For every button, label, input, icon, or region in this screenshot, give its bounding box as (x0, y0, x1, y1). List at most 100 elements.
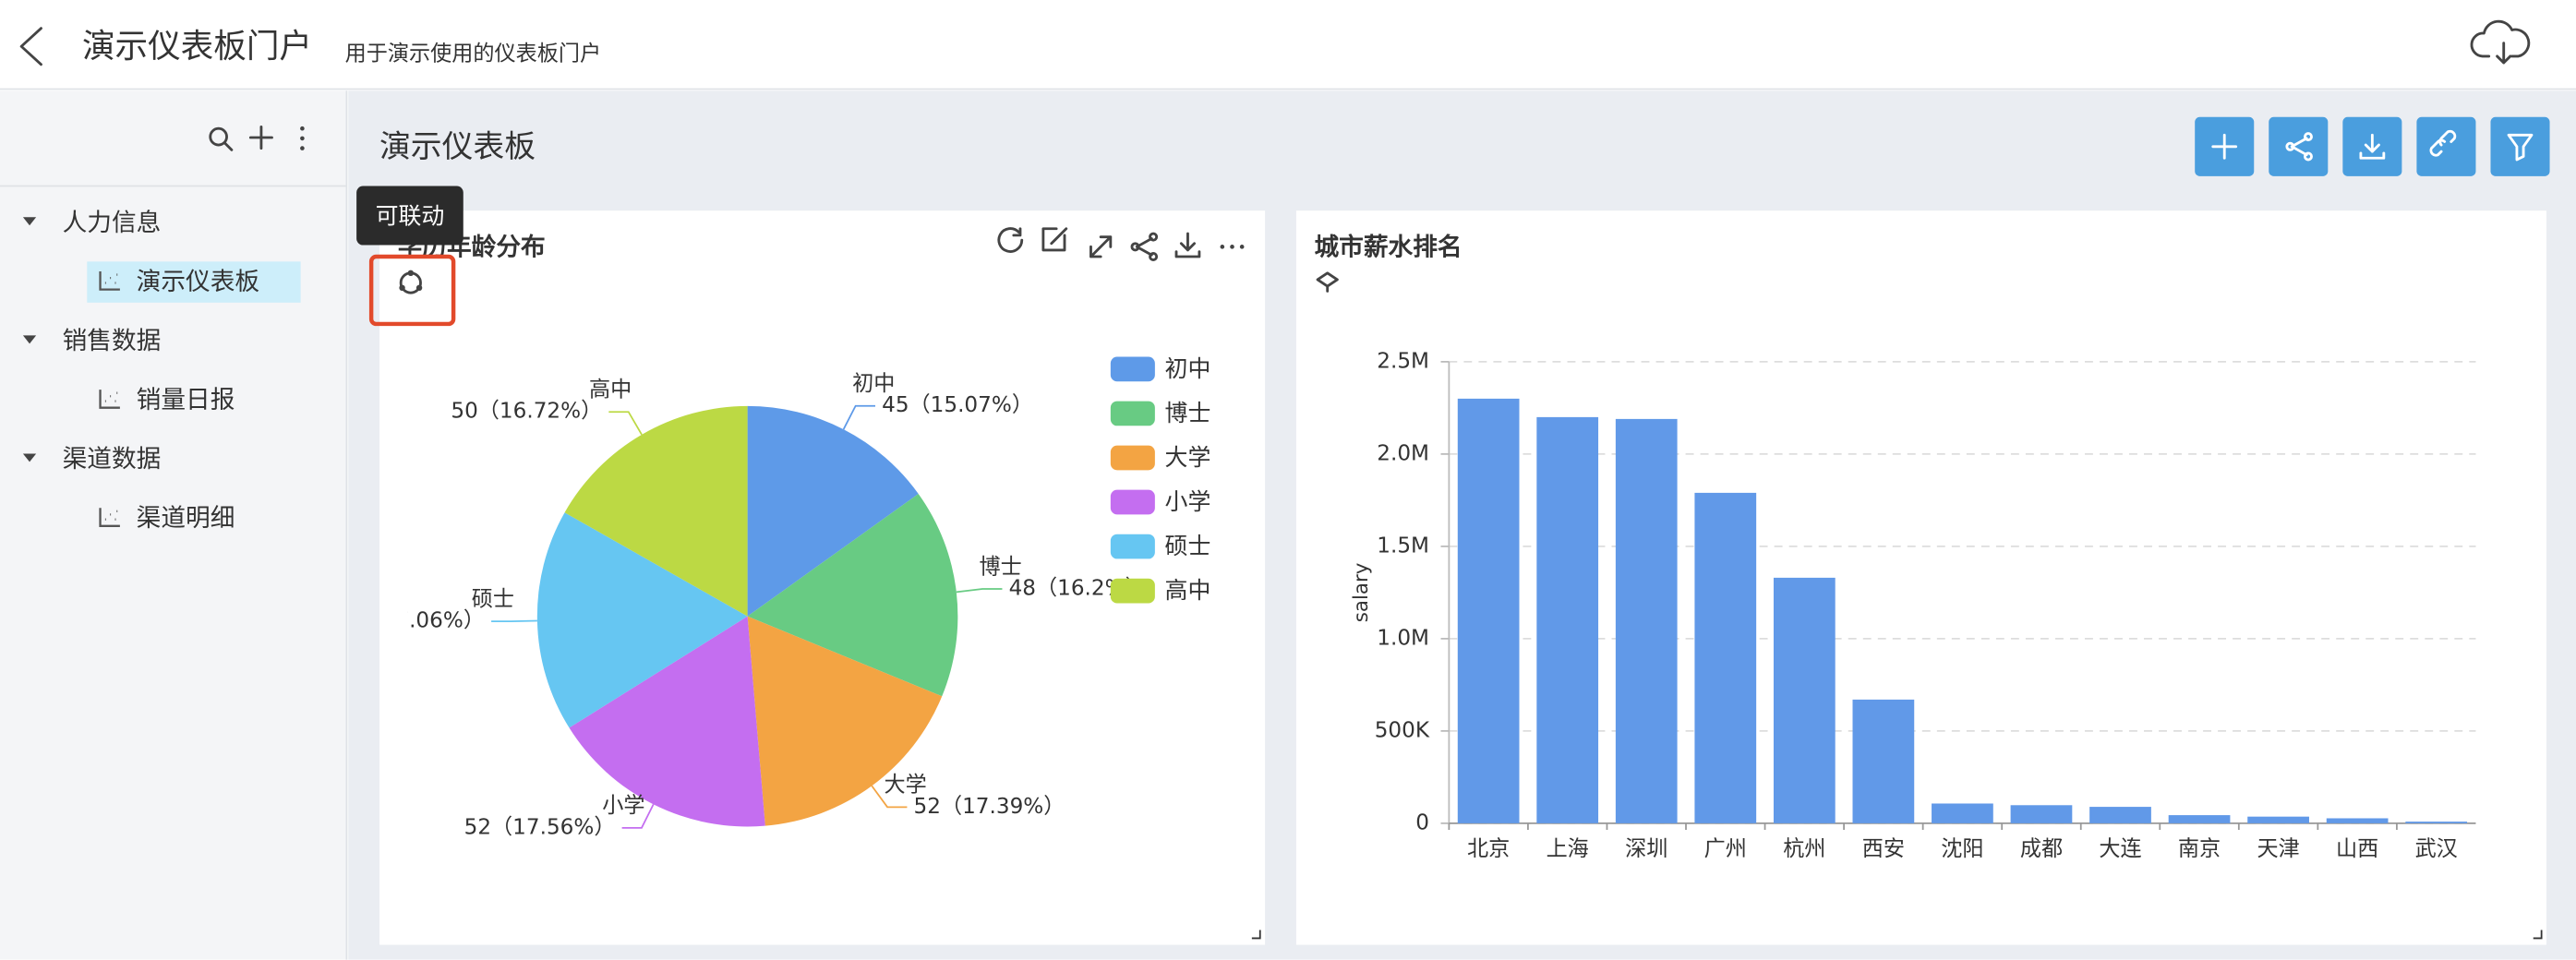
bar[interactable] (1932, 803, 1993, 823)
bar[interactable] (2247, 816, 2309, 823)
label-line (956, 588, 1003, 594)
tree-caret[interactable] (22, 217, 37, 226)
legend-swatch[interactable] (1110, 445, 1155, 471)
legend-label[interactable]: 硕士 (1165, 533, 1211, 559)
legend-swatch[interactable] (1110, 401, 1155, 426)
bar-title: 城市薪水排名 (1314, 234, 1462, 262)
x-tick-label: 广州 (1704, 837, 1747, 861)
pie-slice[interactable] (747, 493, 958, 697)
y-tick-label: 1.0M (1377, 626, 1429, 650)
tooltip (356, 186, 463, 246)
pie-slice[interactable] (536, 512, 748, 728)
bar[interactable] (2405, 822, 2468, 823)
resize-handle[interactable] (1251, 930, 1261, 940)
bar[interactable] (1536, 416, 1599, 823)
bar[interactable] (1457, 398, 1520, 823)
link-button[interactable] (2416, 116, 2476, 176)
slice-name: 博士 (980, 555, 1022, 579)
legend-label[interactable]: 博士 (1165, 400, 1211, 426)
search-button[interactable] (209, 126, 234, 151)
tree-group[interactable]: 销售数据 (63, 327, 162, 355)
refresh-button[interactable] (997, 227, 1024, 253)
slice-name: 大学 (885, 774, 927, 798)
resize-handle[interactable] (2533, 930, 2543, 940)
back-button[interactable] (19, 27, 42, 66)
tree-caret[interactable] (22, 335, 37, 344)
slice-name: 初中 (852, 372, 895, 396)
bar[interactable] (1615, 418, 1678, 823)
more-button[interactable] (300, 126, 305, 150)
bar[interactable] (2326, 818, 2389, 823)
legend-swatch[interactable] (1110, 578, 1155, 604)
legend-swatch[interactable] (1110, 489, 1155, 515)
highlight-box (368, 254, 456, 327)
bar[interactable] (1694, 492, 1757, 823)
portal-subtitle: 用于演示使用的仪表板门户 (345, 42, 602, 66)
slice-label: 50（16.72%） (451, 400, 602, 424)
tree-group[interactable]: 人力信息 (63, 209, 162, 237)
tree-group[interactable]: 渠道数据 (63, 445, 162, 474)
x-tick-label: 上海 (1547, 837, 1589, 861)
legend-label[interactable]: 初中 (1165, 355, 1211, 382)
share-chart-button[interactable] (1130, 232, 1159, 261)
add-button[interactable] (248, 126, 273, 150)
legend-label[interactable]: 大学 (1165, 444, 1211, 471)
tree-caret[interactable] (22, 453, 37, 462)
slice-label: 52（17.39%） (914, 795, 1065, 819)
tooltip-text: 可联动 (376, 202, 445, 229)
y-tick-label: 0 (1415, 810, 1429, 834)
y-tick-label: 2.5M (1377, 349, 1429, 373)
pie-slice[interactable] (564, 405, 748, 617)
bar[interactable] (1852, 699, 1915, 823)
dashboard-title: 演示仪表板 (379, 128, 536, 164)
legend-label[interactable]: 小学 (1165, 488, 1211, 515)
x-tick-label: 成都 (2020, 837, 2063, 861)
slice-label: 52（17.56%） (464, 815, 616, 839)
x-tick-label: 杭州 (1783, 837, 1825, 861)
slice-name: 小学 (602, 794, 644, 818)
pie-slice[interactable] (747, 405, 919, 617)
bar[interactable] (2010, 805, 2073, 823)
pie-slice[interactable] (569, 616, 765, 827)
y-tick-label: 1.5M (1377, 534, 1429, 558)
x-tick-label: 沈阳 (1941, 837, 1983, 861)
y-axis-label: salary (1350, 563, 1373, 623)
filter-button[interactable] (2490, 116, 2550, 176)
bar[interactable] (2089, 807, 2151, 823)
label-line (621, 803, 655, 829)
chart-icon (99, 508, 120, 527)
x-tick-label: 西安 (1862, 837, 1905, 861)
selected-item-bg (87, 261, 301, 303)
legend-label[interactable]: 高中 (1165, 577, 1211, 604)
label-line (842, 404, 875, 430)
bar[interactable] (1773, 577, 1836, 823)
legend-swatch[interactable] (1110, 356, 1155, 382)
tree-item[interactable]: 渠道明细 (137, 504, 235, 533)
slice-name: 高中 (589, 378, 632, 402)
panel-tools (997, 227, 1245, 261)
x-tick-label: 深圳 (1625, 837, 1667, 861)
tree-item[interactable]: 销量日报 (137, 386, 235, 414)
tree-item[interactable]: 演示仪表板 (137, 268, 259, 296)
legend-swatch[interactable] (1110, 534, 1155, 559)
label-line (608, 411, 643, 436)
chart-icon (99, 271, 120, 291)
more-chart-button[interactable] (1220, 245, 1245, 249)
label-line (491, 619, 537, 622)
share-button[interactable] (2269, 116, 2329, 176)
bar-chart: 0 500K 1.0M 1.5M 2.0M 2.5M salary 北京 上海 深圳 广州 杭州 西安 沈… (1350, 349, 2476, 861)
bar[interactable] (2168, 815, 2231, 823)
edit-button[interactable] (1041, 227, 1068, 252)
download-cloud[interactable] (2470, 19, 2531, 65)
slice-label: 45（15.07%） (882, 393, 1033, 417)
linkage-icon[interactable] (399, 270, 423, 294)
x-tick-label: 天津 (2257, 837, 2299, 861)
pie-slice[interactable] (747, 616, 943, 826)
download-chart-button[interactable] (1174, 232, 1201, 258)
header (0, 0, 2576, 90)
drill-icon[interactable] (1316, 271, 1339, 293)
fullscreen-button[interactable] (1089, 235, 1113, 258)
